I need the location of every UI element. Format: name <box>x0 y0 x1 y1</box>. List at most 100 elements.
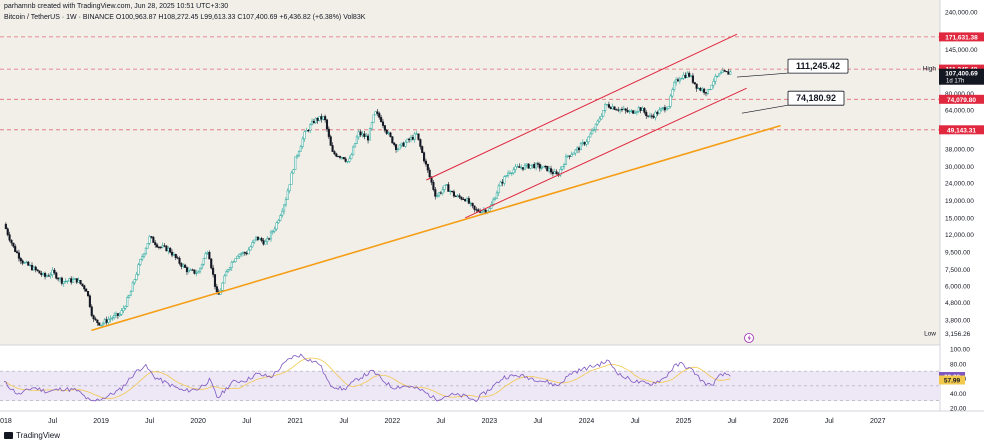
candle-body-302[interactable] <box>568 155 571 157</box>
candle-body-75[interactable] <box>144 248 147 255</box>
candle-body-307[interactable] <box>577 147 581 151</box>
candle-body-130[interactable] <box>247 249 250 255</box>
candle-body-300[interactable] <box>564 156 568 165</box>
candle-body-343[interactable] <box>645 112 648 117</box>
candle-body-155[interactable] <box>294 156 297 170</box>
candle-body-243[interactable] <box>458 195 461 198</box>
candle-body-62[interactable] <box>120 310 123 315</box>
candle-body-221[interactable] <box>417 133 420 140</box>
candle-body-158[interactable] <box>299 146 302 152</box>
price-badge[interactable] <box>939 68 984 85</box>
candle-body-199[interactable] <box>376 111 379 114</box>
candle-body-151[interactable] <box>286 190 289 200</box>
candle-body-238[interactable] <box>449 190 452 192</box>
candle-body-295[interactable] <box>555 171 558 175</box>
candle-body-352[interactable] <box>661 107 665 109</box>
candle-body-10[interactable] <box>23 262 26 264</box>
candle-body-135[interactable] <box>256 236 259 240</box>
candle-body-71[interactable] <box>137 264 140 275</box>
candle-body-33[interactable] <box>66 280 69 282</box>
candle-body-214[interactable] <box>404 141 407 147</box>
candle-body-304[interactable] <box>572 152 575 155</box>
candle-body-2[interactable] <box>8 234 11 241</box>
candle-body-178[interactable] <box>337 156 340 158</box>
candle-body-346[interactable] <box>650 115 653 117</box>
candle-body-248[interactable] <box>467 198 470 204</box>
candle-body-271[interactable] <box>510 172 513 174</box>
candle-body-87[interactable] <box>167 247 170 252</box>
candle-body-148[interactable] <box>281 210 284 216</box>
candle-body-340[interactable] <box>639 107 642 111</box>
candle-body-306[interactable] <box>576 147 579 151</box>
candle-body-342[interactable] <box>643 108 646 113</box>
candle-body-45[interactable] <box>88 295 91 308</box>
candle-body-37[interactable] <box>73 278 76 280</box>
candle-body-290[interactable] <box>546 165 549 172</box>
candle-body-73[interactable] <box>141 256 144 260</box>
candle-body-378[interactable] <box>710 84 713 90</box>
candle-body-63[interactable] <box>122 308 125 311</box>
candle-body-27[interactable] <box>55 272 58 279</box>
candle-body-139[interactable] <box>264 241 267 245</box>
candle-body-78[interactable] <box>150 236 153 238</box>
candle-body-36[interactable] <box>72 279 75 283</box>
candle-body-64[interactable] <box>124 306 127 309</box>
candle-body-152[interactable] <box>288 184 291 192</box>
candle-body-101[interactable] <box>193 269 196 274</box>
candle-body-80[interactable] <box>154 242 157 246</box>
candle-body-164[interactable] <box>311 120 314 126</box>
candle-body-196[interactable] <box>370 122 373 129</box>
candle-body-161[interactable] <box>305 129 308 133</box>
candle-body-93[interactable] <box>178 257 181 264</box>
candle-body-367[interactable] <box>690 75 693 77</box>
candle-body-305[interactable] <box>574 149 577 154</box>
candle-body-370[interactable] <box>695 83 698 89</box>
candle-body-153[interactable] <box>290 172 293 185</box>
candle-body-60[interactable] <box>116 313 119 316</box>
candle-body-29[interactable] <box>58 277 62 280</box>
candle-body-144[interactable] <box>273 228 276 232</box>
candle-body-203[interactable] <box>383 125 386 131</box>
candle-body-222[interactable] <box>419 139 422 147</box>
candle-body-39[interactable] <box>77 279 80 283</box>
candle-body-365[interactable] <box>686 72 689 78</box>
candle-body-105[interactable] <box>200 264 203 269</box>
candle-body-172[interactable] <box>325 119 329 130</box>
candle-body-276[interactable] <box>520 167 523 169</box>
candle-body-218[interactable] <box>411 136 414 140</box>
candle-body-223[interactable] <box>421 146 424 153</box>
candle-body-275[interactable] <box>518 166 521 168</box>
candle-body-107[interactable] <box>204 253 207 259</box>
candle-body-358[interactable] <box>673 81 676 90</box>
candle-body-112[interactable] <box>213 274 217 287</box>
candle-body-264[interactable] <box>497 185 500 194</box>
candle-body-69[interactable] <box>133 279 136 284</box>
candle-body-360[interactable] <box>676 79 680 82</box>
candle-body-163[interactable] <box>309 124 312 131</box>
candle-body-228[interactable] <box>430 176 433 183</box>
candle-body-15[interactable] <box>32 266 35 271</box>
candle-body-376[interactable] <box>706 89 709 94</box>
candle-body-312[interactable] <box>587 136 590 143</box>
candle-body-96[interactable] <box>184 264 187 268</box>
candle-body-249[interactable] <box>469 202 472 204</box>
candle-body-373[interactable] <box>701 88 704 91</box>
candle-body-230[interactable] <box>434 189 437 197</box>
candle-body-324[interactable] <box>609 107 612 110</box>
candle-body-21[interactable] <box>44 273 47 277</box>
candle-body-382[interactable] <box>718 73 721 77</box>
rsi-line[interactable] <box>3 353 731 403</box>
candle-body-211[interactable] <box>398 144 401 150</box>
candle-body-294[interactable] <box>553 171 556 175</box>
candle-body-17[interactable] <box>36 269 39 272</box>
candle-body-138[interactable] <box>262 240 265 245</box>
candle-body-362[interactable] <box>680 78 683 80</box>
candle-body-167[interactable] <box>316 118 319 121</box>
candle-body-159[interactable] <box>301 138 304 147</box>
candle-body-240[interactable] <box>452 191 455 197</box>
candle-body-26[interactable] <box>53 269 56 274</box>
candle-body-5[interactable] <box>14 246 17 252</box>
candle-body-111[interactable] <box>212 267 215 275</box>
candle-body-118[interactable] <box>225 271 228 277</box>
candle-body-192[interactable] <box>363 133 366 137</box>
